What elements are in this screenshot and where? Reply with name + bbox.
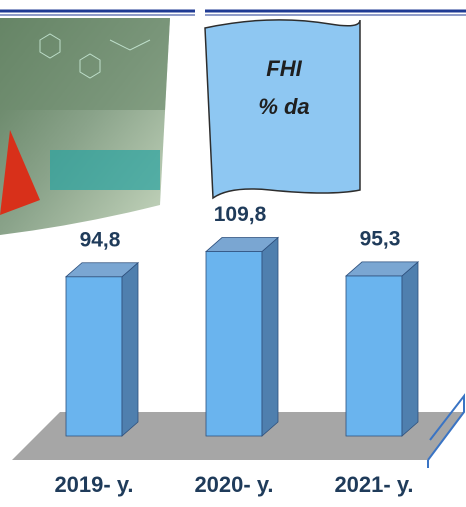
x-tick-label: 2021- y. xyxy=(334,472,413,497)
x-tick-label: 2020- y. xyxy=(194,472,273,497)
bar xyxy=(344,261,420,437)
chart-title: FHI xyxy=(266,56,302,81)
title-banner: FHI % da xyxy=(204,19,361,200)
value-label: 95,3 xyxy=(360,227,401,250)
bar xyxy=(64,261,140,437)
value-label: 109,8 xyxy=(214,203,267,226)
value-label: 94,8 xyxy=(80,228,121,251)
chart-subtitle: % da xyxy=(258,94,309,119)
bar xyxy=(204,236,280,437)
header-lines xyxy=(0,0,466,16)
x-tick-label: 2019- y. xyxy=(54,472,133,497)
chemistry-photo xyxy=(0,18,170,235)
